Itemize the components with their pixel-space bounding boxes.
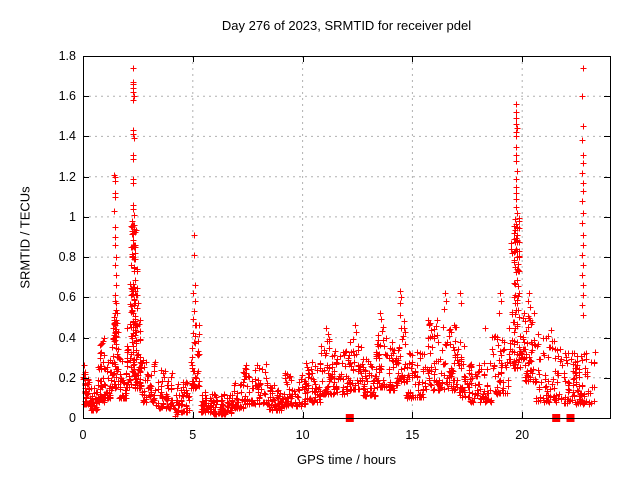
axis-ticks <box>83 56 610 419</box>
chart-title: Day 276 of 2023, SRMTID for receiver pde… <box>221 18 472 33</box>
data-points <box>80 65 599 420</box>
x-tick-label: 20 <box>515 428 530 442</box>
y-tick-label: 1 <box>69 209 76 224</box>
x-tick-label: 10 <box>295 428 310 442</box>
x-tick-label: 5 <box>189 428 197 442</box>
y-tick-label: 1.8 <box>58 49 76 63</box>
x-tick-label: 15 <box>405 428 420 442</box>
y-tick-label: 1.6 <box>58 89 76 104</box>
y-tick-label: 0.4 <box>58 330 76 345</box>
x-tick-label: 0 <box>79 428 87 442</box>
y-tick-label: 0 <box>69 411 76 425</box>
y-tick-label: 1.4 <box>58 129 76 144</box>
x-axis-label: GPS time / hours <box>297 452 396 467</box>
y-tick-label: 0.6 <box>58 290 76 305</box>
y-tick-label: 1.2 <box>58 169 76 184</box>
y-tick-label: 0.8 <box>58 250 76 265</box>
gridlines <box>83 56 610 418</box>
y-tick-label: 0.2 <box>58 370 76 385</box>
plot-border <box>83 56 611 419</box>
